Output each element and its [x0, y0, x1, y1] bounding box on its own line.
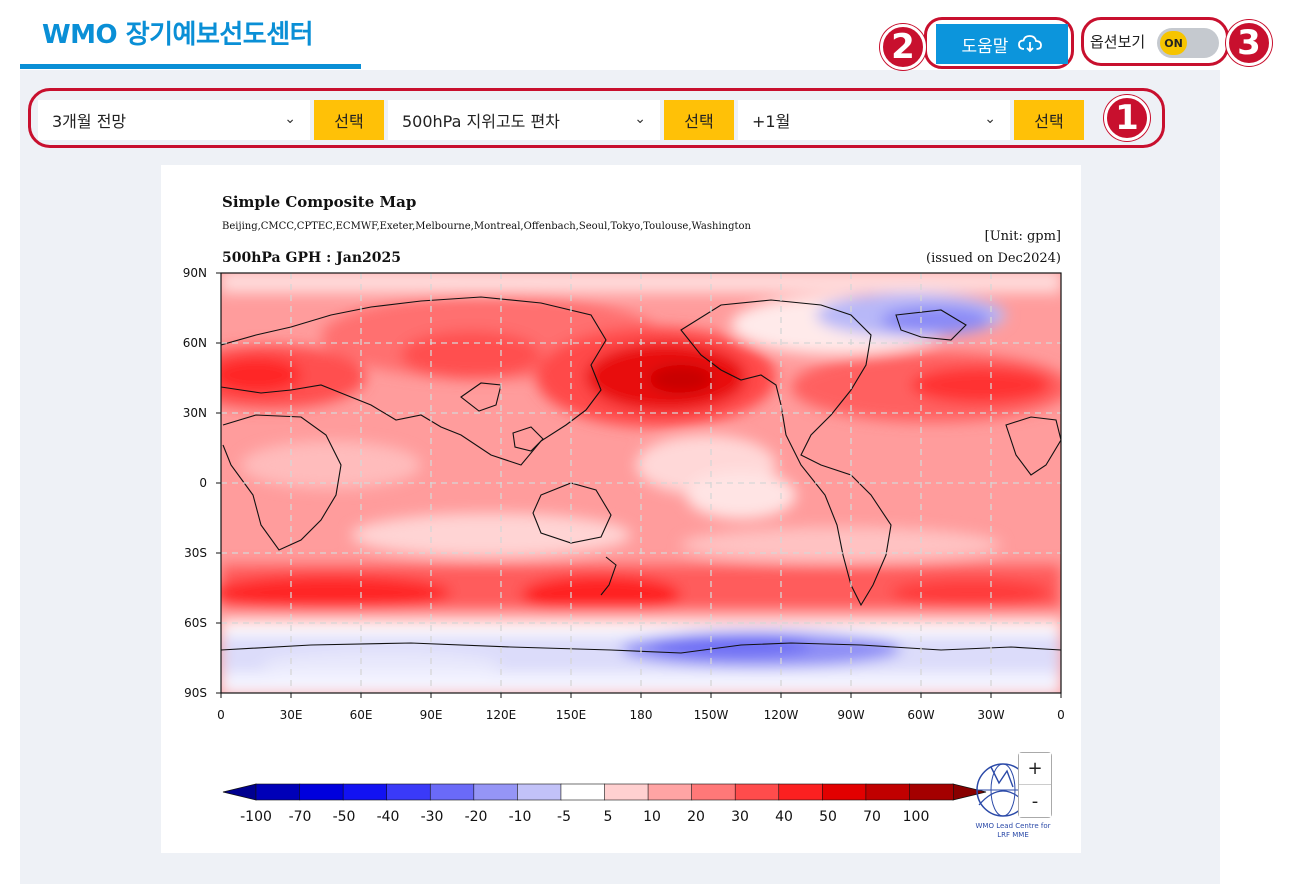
x-tick-label: 90E [420, 708, 443, 722]
period-select-button[interactable]: 선택 [314, 100, 384, 140]
zoom-in-button[interactable]: + [1019, 753, 1051, 785]
help-label: 도움말 [961, 36, 1009, 57]
x-tick-label: 150W [694, 708, 729, 722]
y-tick-label: 0 [199, 476, 207, 490]
colorbar [222, 783, 987, 801]
colorbar-label: 70 [863, 809, 881, 825]
colorbar-label: 40 [775, 809, 793, 825]
period-select-value: 3개월 전망 [52, 112, 127, 131]
colorbar-cell [691, 783, 736, 801]
y-tick-label: 60N [183, 336, 207, 350]
chevron-down-icon: ⌄ [984, 111, 996, 127]
colorbar-label: -100 [240, 809, 272, 825]
colorbar-label: 50 [819, 809, 837, 825]
map-centers: Beijing,CMCC,CPTEC,ECMWF,Exeter,Melbourn… [222, 221, 752, 232]
variable-select[interactable]: 500hPa 지위고도 편차 ⌄ [388, 100, 660, 140]
anomaly-field [221, 273, 1061, 693]
period-select[interactable]: 3개월 전망 ⌄ [38, 100, 310, 140]
zoom-out-button[interactable]: - [1019, 785, 1051, 817]
colorbar-label: -50 [333, 809, 356, 825]
variable-select-button[interactable]: 선택 [664, 100, 734, 140]
logo-line-2: LRF MME [997, 831, 1029, 839]
colorbar-cell [386, 783, 431, 801]
options-toggle[interactable]: ON [1157, 28, 1219, 58]
colorbar-label: 20 [687, 809, 705, 825]
help-button[interactable]: 도움말 [936, 24, 1068, 64]
colorbar-cell [473, 783, 518, 801]
badge-2: 2 [880, 24, 926, 70]
x-tick-label: 120E [486, 708, 517, 722]
badge-3: 3 [1226, 20, 1272, 66]
title-underline [20, 64, 361, 69]
y-tick-label: 30S [184, 546, 207, 560]
colorbar-cell [429, 783, 475, 801]
colorbar-cell [822, 783, 867, 801]
x-tick-label: 30E [280, 708, 303, 722]
x-tick-label: 0 [1057, 708, 1065, 722]
options-label: 옵션보기 [1090, 33, 1146, 51]
colorbar-min-arrow [222, 783, 257, 801]
variable-select-value: 500hPa 지위고도 편차 [402, 112, 560, 131]
x-tick-label: 120W [764, 708, 799, 722]
colorbar-label: -40 [377, 809, 400, 825]
gridlines [221, 273, 1061, 693]
x-tick-label: 0 [217, 708, 225, 722]
map-issued: (issued on Dec2024) [926, 251, 1061, 266]
lead-select-value: +1월 [752, 112, 791, 131]
colorbar-label: -5 [557, 809, 571, 825]
map-unit: [Unit: gpm] [985, 229, 1061, 244]
colorbar-label: -20 [465, 809, 488, 825]
colorbar-cell [865, 783, 911, 801]
badge-1: 1 [1104, 95, 1150, 141]
x-axis: 0 30E 60E 90E 120E 150E 180 150W 120W 90… [217, 693, 1065, 722]
colorbar-cell [778, 783, 823, 801]
logo-line-1: WMO Lead Centre for [976, 822, 1051, 830]
x-tick-label: 150E [556, 708, 587, 722]
colorbar-label: -30 [421, 809, 444, 825]
colorbar-cell [342, 783, 388, 801]
filter-highlight [28, 88, 1165, 148]
colorbar-label: -10 [509, 809, 532, 825]
chevron-down-icon: ⌄ [634, 111, 646, 127]
x-tick-label: 180 [630, 708, 653, 722]
x-tick-label: 60E [350, 708, 373, 722]
cloud-download-icon [1018, 35, 1043, 53]
composite-map-card: Simple Composite Map Beijing,CMCC,CPTEC,… [161, 165, 1081, 853]
colorbar-cell [734, 783, 780, 801]
toggle-knob: ON [1160, 31, 1187, 55]
colorbar-cell [909, 783, 954, 801]
lead-select[interactable]: +1월 ⌄ [738, 100, 1010, 140]
y-axis: 90N 60N 30N 0 30S 60S 90S [183, 266, 221, 700]
colorbar-cell [560, 783, 606, 801]
x-tick-label: 60W [907, 708, 934, 722]
x-tick-label: 30W [977, 708, 1004, 722]
colorbar-label: 100 [903, 809, 930, 825]
colorbar-labels: -100 -70 -50 -40 -30 -20 -10 -5 5 10 20 … [240, 809, 929, 825]
colorbar-label: 30 [731, 809, 749, 825]
colorbar-label: 10 [643, 809, 661, 825]
zoom-control: + - [1018, 752, 1052, 818]
colorbar-label: 5 [604, 809, 613, 825]
colorbar-cell [299, 783, 344, 801]
app-title: WMO 장기예보선도센터 [42, 20, 314, 50]
chevron-down-icon: ⌄ [284, 111, 296, 127]
y-tick-label: 60S [184, 616, 207, 630]
y-tick-label: 90S [184, 686, 207, 700]
map-title: Simple Composite Map [222, 193, 416, 211]
colorbar-cell [255, 783, 301, 801]
y-tick-label: 30N [183, 406, 207, 420]
colorbar-cell [517, 783, 562, 801]
colorbar-cell [604, 783, 649, 801]
colorbar-label: -70 [289, 809, 312, 825]
map-subtitle: 500hPa GPH : Jan2025 [222, 250, 401, 266]
colorbar-cell [647, 783, 693, 801]
x-tick-label: 90W [837, 708, 864, 722]
composite-map: Simple Composite Map Beijing,CMCC,CPTEC,… [183, 193, 1065, 839]
colorbar-max-arrow [952, 783, 987, 801]
y-tick-label: 90N [183, 266, 207, 280]
lead-select-button[interactable]: 선택 [1014, 100, 1084, 140]
